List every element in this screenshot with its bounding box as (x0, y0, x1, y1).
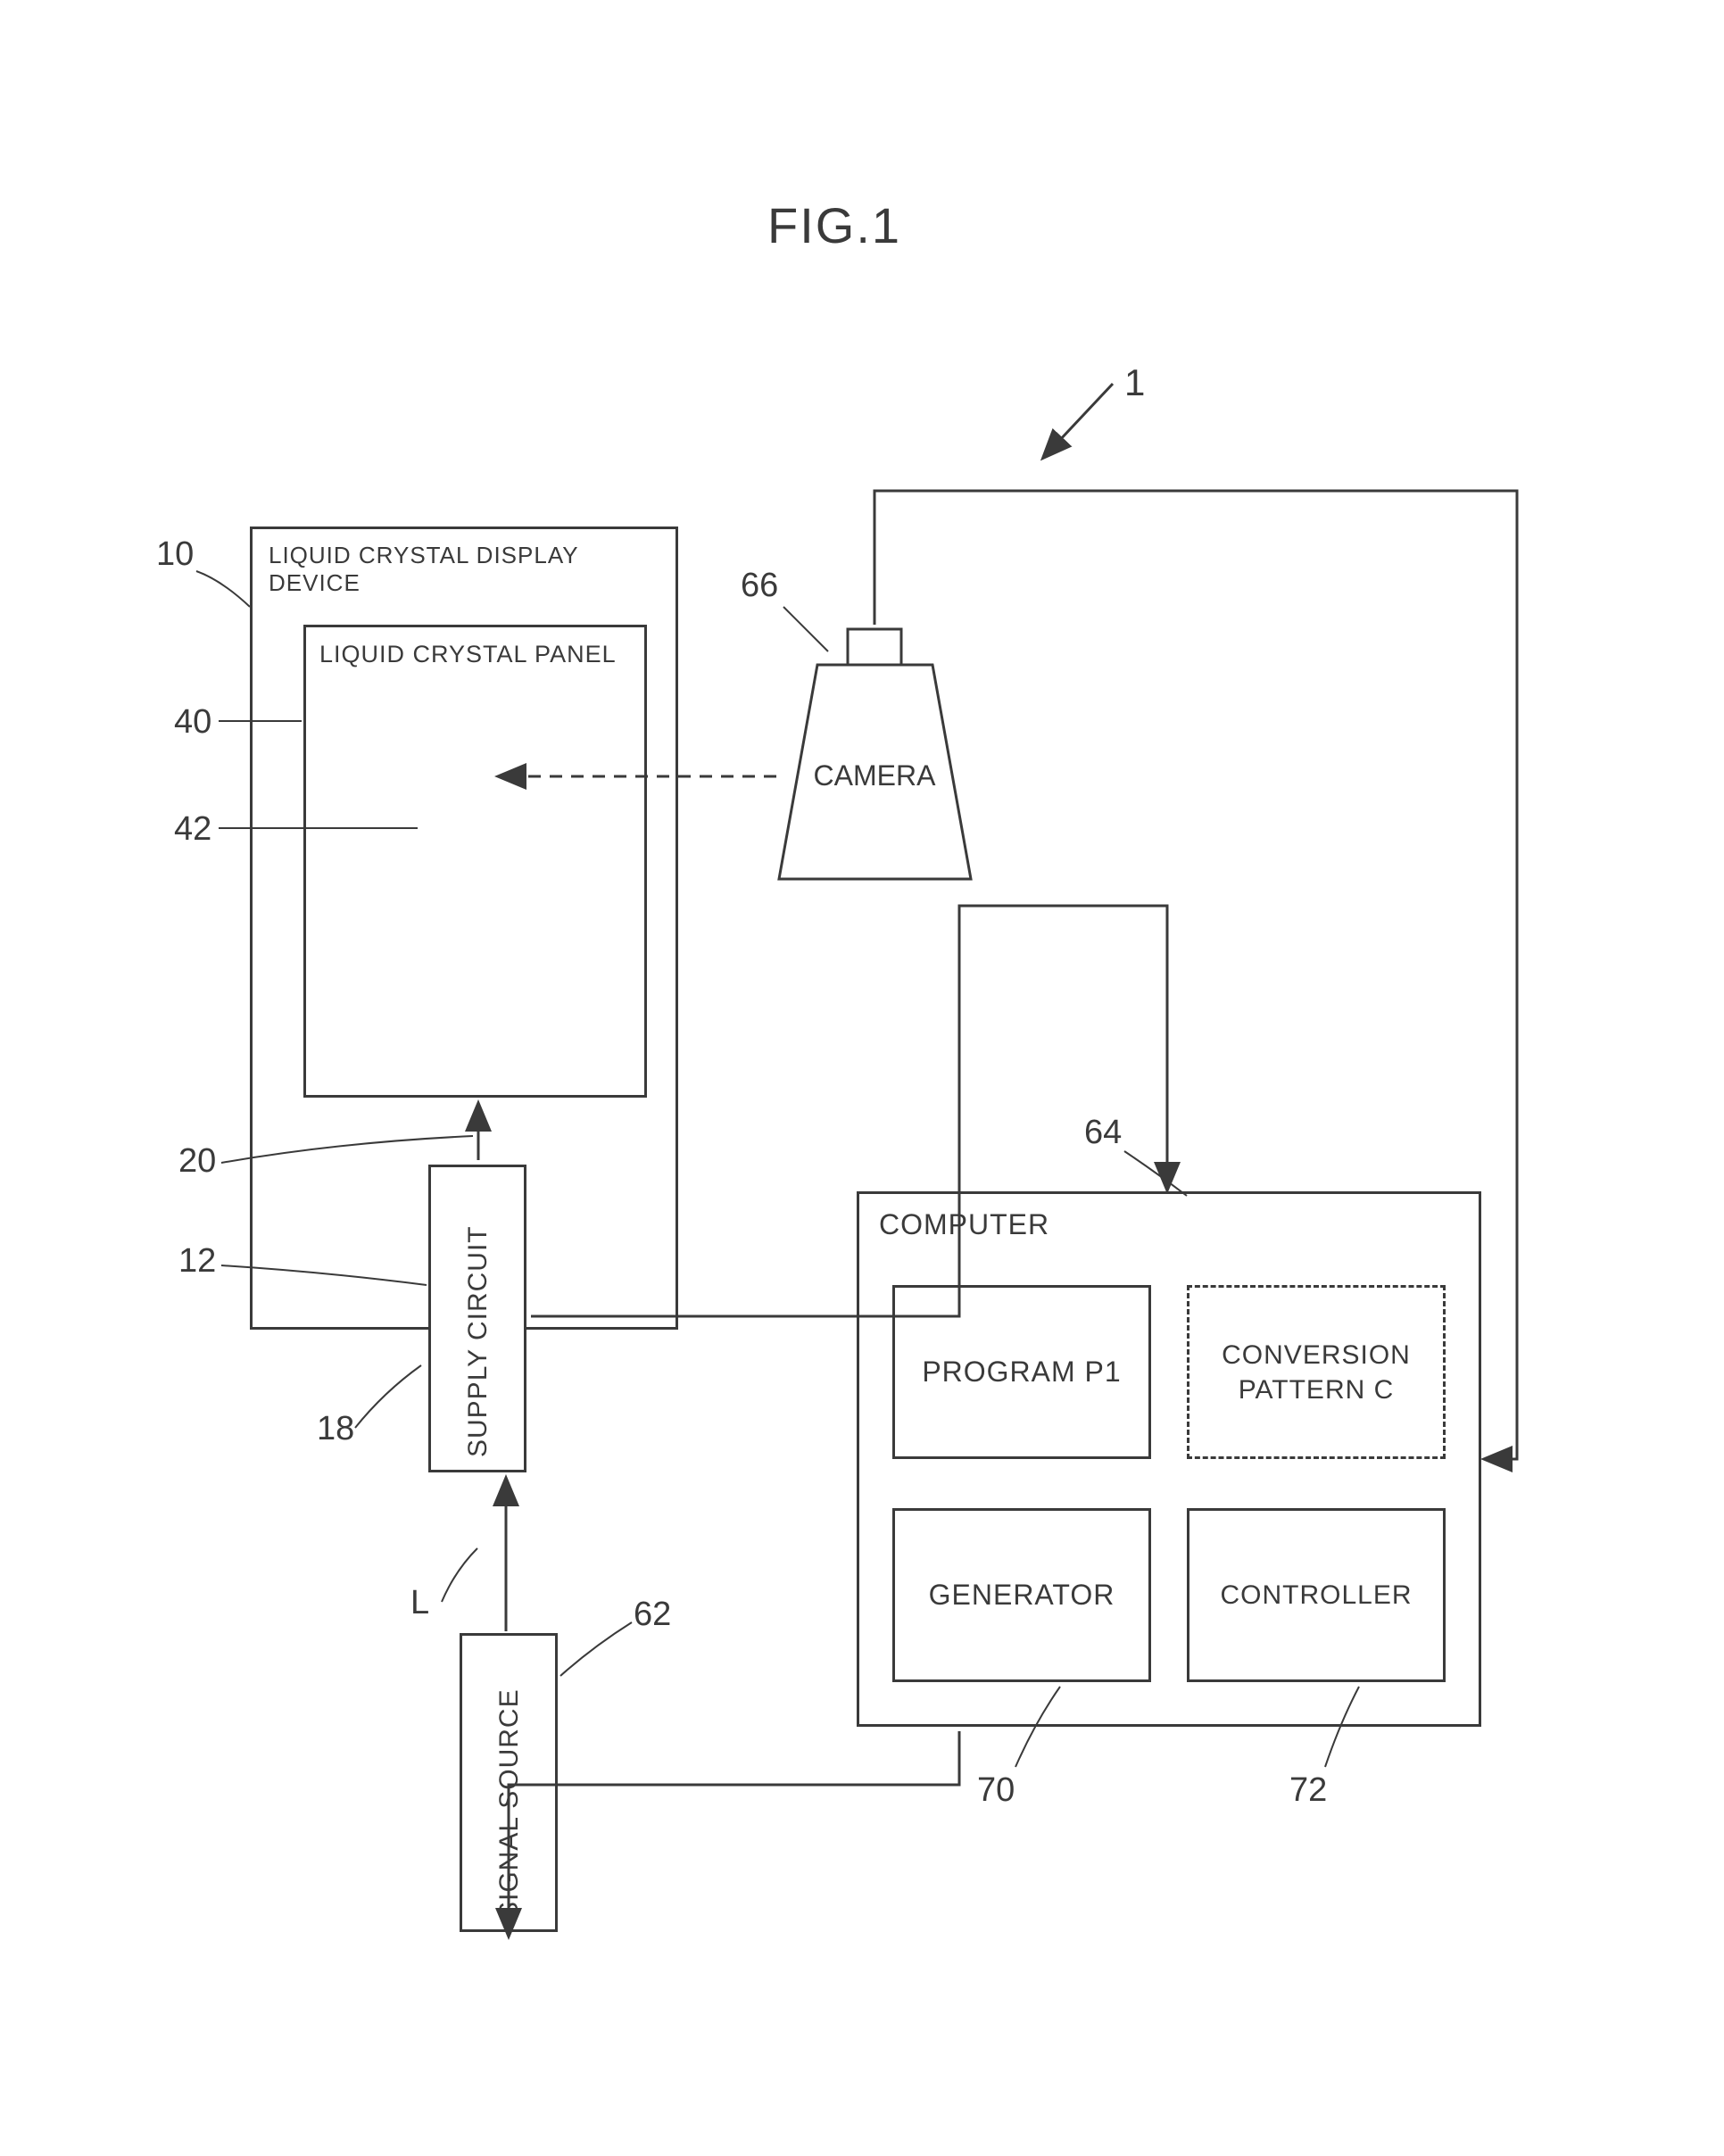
ref-66: 66 (741, 567, 778, 605)
program-block: PROGRAM P1 (892, 1285, 1151, 1459)
ref-L: L (410, 1584, 429, 1622)
lcd-device-label: LIQUID CRYSTAL DISPLAY DEVICE (269, 542, 661, 597)
lcd-panel-block: LIQUID CRYSTAL PANEL (303, 625, 647, 1098)
ref-70: 70 (977, 1771, 1015, 1810)
camera-label: CAMERA (814, 759, 937, 792)
controller-label: CONTROLLER (1220, 1580, 1412, 1611)
ref-10: 10 (156, 535, 194, 574)
supply-circuit-label: SUPPLY CIRCUIT (463, 1185, 493, 1457)
signal-source-label: SIGNAL SOURCE (494, 1652, 525, 1920)
supply-circuit-block: SUPPLY CIRCUIT (428, 1165, 526, 1472)
ref-12: 12 (178, 1242, 216, 1281)
ref-18: 18 (317, 1410, 354, 1448)
generator-block: GENERATOR (892, 1508, 1151, 1682)
controller-block: CONTROLLER (1187, 1508, 1446, 1682)
ref-62: 62 (634, 1596, 671, 1634)
conversion-block: CONVERSION PATTERN C (1187, 1285, 1446, 1459)
ref-40: 40 (174, 703, 211, 742)
program-label: PROGRAM P1 (922, 1356, 1121, 1389)
diagram-canvas: FIG.1 LIQUID CRYSTAL DISPLAY DEVICE LIQU… (0, 0, 1724, 2156)
figure-title: FIG.1 (767, 196, 901, 254)
signal-source-block: SIGNAL SOURCE (460, 1633, 558, 1932)
computer-label: COMPUTER (879, 1208, 1049, 1241)
generator-label: GENERATOR (929, 1579, 1115, 1612)
ref-1: 1 (1124, 361, 1145, 404)
conversion-label: CONVERSION PATTERN C (1189, 1338, 1443, 1407)
ref-20: 20 (178, 1142, 216, 1181)
ref-64: 64 (1084, 1114, 1122, 1152)
ref-42: 42 (174, 810, 211, 849)
lcd-panel-label: LIQUID CRYSTAL PANEL (319, 640, 617, 668)
ref-72: 72 (1289, 1771, 1327, 1810)
